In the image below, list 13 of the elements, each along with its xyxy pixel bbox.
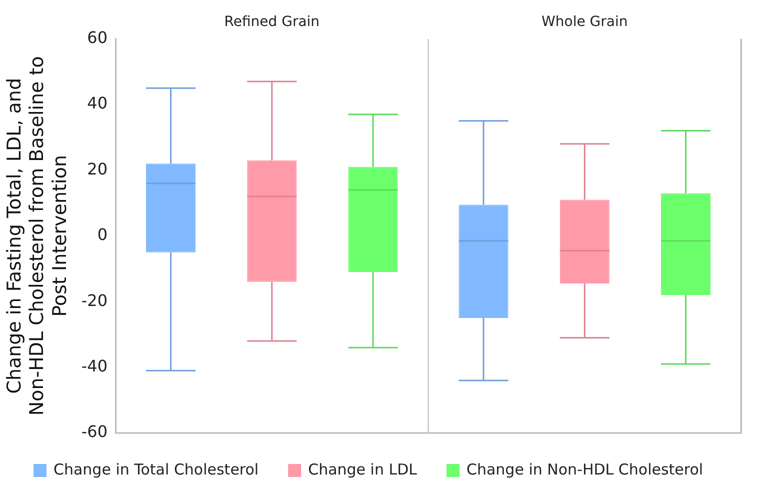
x-tick-label: Refined Grain <box>224 14 320 30</box>
y-tick-label: -60 <box>81 422 108 442</box>
y-tick-label: 0 <box>97 225 108 244</box>
legend-label: Change in LDL <box>308 460 418 478</box>
y-tick-label: -20 <box>81 290 108 310</box>
y-axis-title: Change in Fasting Total, LDL, and Non-HDL Cholesterol from Baseline to Post Intervention <box>3 56 71 416</box>
legend-label: Change in Total Cholesterol <box>54 460 259 478</box>
y-tick-label: 20 <box>87 159 108 178</box>
y-tick-label: 40 <box>87 94 108 113</box>
y-tick-label: 60 <box>87 28 108 47</box>
y-tick-label: -40 <box>81 356 108 376</box>
legend-label: Change in Non-HDL Cholesterol <box>466 460 704 478</box>
x-tick-label: Whole Grain <box>542 14 628 30</box>
